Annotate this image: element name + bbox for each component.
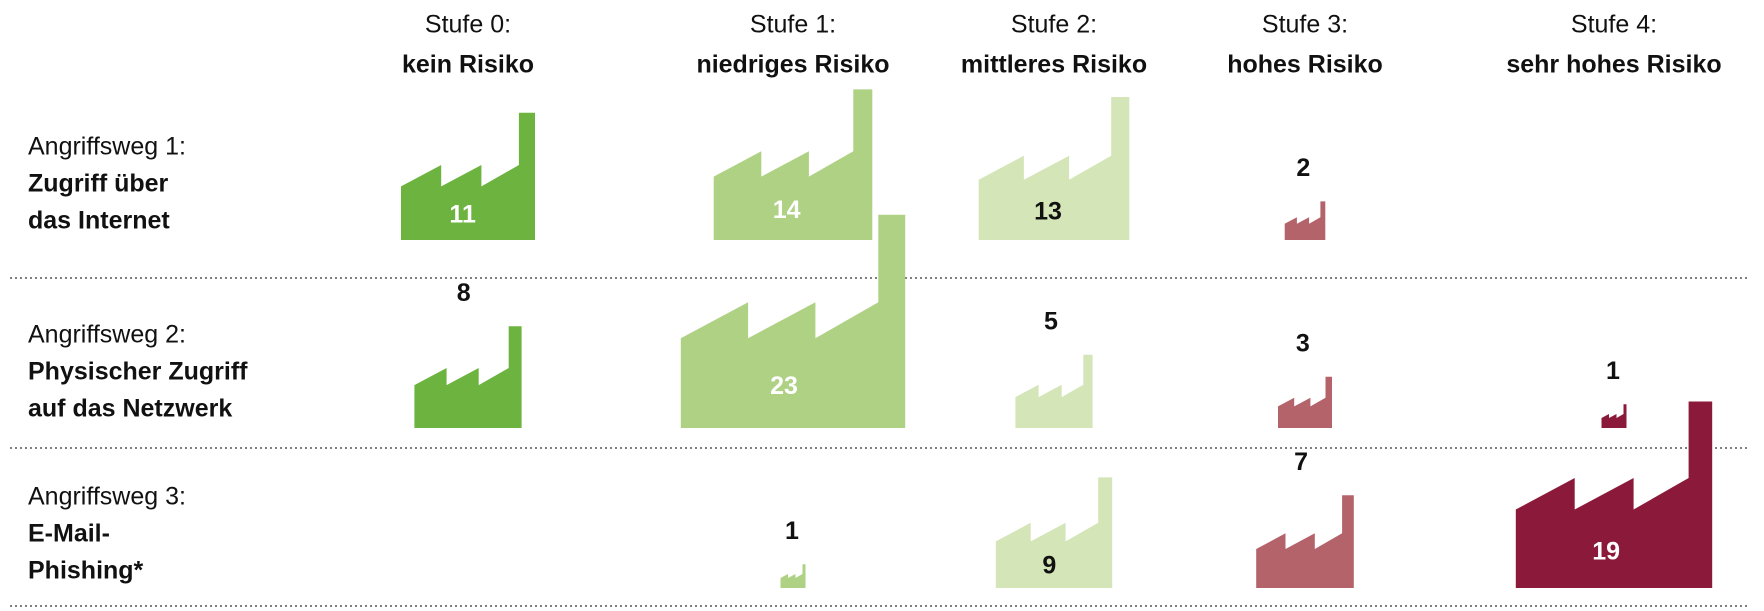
row-label: Angriffsweg 2: <box>28 321 186 349</box>
row-name: das Internet <box>28 207 170 235</box>
row-label: Angriffsweg 3: <box>28 483 186 511</box>
column-label: Stufe 3: <box>1262 11 1348 39</box>
column-label: Stufe 2: <box>1011 11 1097 39</box>
value-label: 23 <box>770 372 798 400</box>
factory-icon <box>680 214 906 428</box>
value-label: 5 <box>1044 307 1058 335</box>
value-label: 8 <box>457 279 471 307</box>
factory-icon <box>780 564 806 588</box>
factory-icon <box>414 326 522 428</box>
factory-icon <box>1278 376 1332 428</box>
value-label: 2 <box>1296 154 1310 182</box>
factory-icon <box>978 97 1130 240</box>
value-label: 3 <box>1296 329 1310 357</box>
column-name: kein Risiko <box>402 51 534 79</box>
value-label: 9 <box>1042 552 1056 580</box>
factory-icon <box>401 112 535 240</box>
factory-icon <box>1284 201 1326 240</box>
column-name: sehr hohes Risiko <box>1506 51 1721 79</box>
column-label: Stufe 1: <box>750 11 836 39</box>
row-label: Angriffsweg 1: <box>28 133 186 161</box>
row-name: Physischer Zugriff <box>28 358 248 386</box>
factory-icon <box>1601 404 1627 428</box>
row-name: E-Mail- <box>28 520 110 548</box>
value-label: 11 <box>449 200 476 228</box>
value-label: 14 <box>773 196 801 224</box>
value-label: 7 <box>1294 448 1308 476</box>
row-name: Phishing* <box>28 557 144 585</box>
column-label: Stufe 4: <box>1571 11 1657 39</box>
column-name: mittleres Risiko <box>961 51 1147 79</box>
value-label: 13 <box>1034 198 1062 226</box>
factory-icon <box>1015 354 1093 428</box>
factory-icon <box>1256 495 1354 588</box>
value-label: 19 <box>1592 537 1620 565</box>
factory-icon <box>995 477 1113 588</box>
factory-icon <box>713 89 873 241</box>
column-name: hohes Risiko <box>1227 51 1383 79</box>
column-label: Stufe 0: <box>425 11 511 39</box>
factory-icon <box>1515 401 1713 588</box>
row-name: Zugriff über <box>28 170 169 198</box>
row-name: auf das Netzwerk <box>28 395 232 423</box>
column-name: niedriges Risiko <box>696 51 889 79</box>
value-label: 1 <box>785 517 799 545</box>
value-label: 1 <box>1606 357 1620 385</box>
